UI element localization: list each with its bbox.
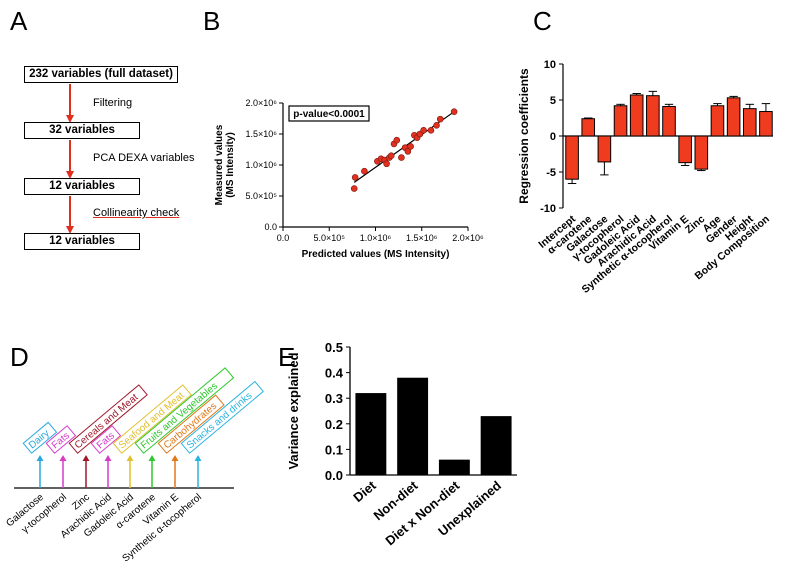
variance-bar — [480, 416, 512, 475]
food-arrowhead — [59, 455, 67, 461]
panel-letter-a: A — [10, 6, 28, 36]
food-arrowhead — [36, 455, 44, 461]
food-label-box — [22, 421, 58, 454]
flow-box-final: 12 variables — [24, 233, 140, 250]
scatter-point — [450, 108, 458, 115]
flow-box-filtered: 32 variables — [24, 122, 140, 139]
flow-step-filtering: Filtering — [93, 97, 133, 109]
scatter-x-tick-label: 0.0 — [277, 233, 290, 243]
panel-letter-b: B — [203, 6, 221, 36]
food-arrowhead — [194, 455, 202, 461]
scatter-point — [383, 160, 390, 168]
food-label-box — [68, 384, 148, 454]
variance-y-tick-label: 0.4 — [325, 366, 344, 381]
food-label-box — [157, 394, 225, 454]
coef-bar — [565, 135, 579, 180]
food-label-box — [134, 367, 235, 454]
food-label-box — [45, 425, 77, 454]
scatter-y-tick-label: 0.0 — [264, 222, 277, 232]
coef-y-tick-label: -10 — [540, 203, 556, 215]
scatter-x-tick-label: 1.5×10⁶ — [406, 233, 438, 243]
coef-bar — [629, 94, 644, 137]
coef-y-tick-label: 5 — [550, 95, 556, 107]
variance-y-tick-label: 0.0 — [325, 468, 343, 483]
variance-y-tick-label: 0.1 — [325, 442, 343, 457]
coef-bar — [694, 135, 709, 170]
scatter-point — [433, 122, 440, 129]
flow-box-pca: 12 variables — [24, 178, 140, 195]
coef-bar — [662, 105, 676, 137]
scatter-y-label: (MS Intensity) — [225, 132, 236, 198]
flow-box-full-dataset: 232 variables (full dataset) — [24, 66, 178, 83]
scatter-point — [404, 148, 412, 155]
food-label-box — [90, 425, 122, 454]
variance-bar — [438, 459, 470, 475]
coef-bar — [742, 108, 757, 137]
coef-bar — [710, 105, 725, 137]
scatter-point — [393, 136, 401, 144]
variance-y-tick-label: 0.3 — [325, 391, 343, 406]
scatter-point — [427, 126, 435, 134]
coef-bar — [581, 118, 596, 137]
flow-step-pca: PCA DEXA variables — [93, 152, 195, 164]
pvalue-box — [288, 105, 370, 122]
coef-bar — [613, 105, 628, 137]
variance-y-label: Variance explained — [286, 352, 301, 469]
scatter-point — [420, 126, 427, 134]
food-arrowhead — [148, 455, 156, 461]
scatter-point — [398, 154, 405, 161]
food-arrowhead — [82, 455, 90, 461]
scatter-y-tick-label: 1.5×10⁶ — [246, 129, 278, 139]
food-category: Dairy — [22, 421, 58, 454]
scatter-point — [351, 174, 359, 181]
scatter-point — [387, 152, 395, 159]
variance-y-tick-label: 0.2 — [325, 417, 343, 432]
scatter-chart: 0.0 5.0×10⁵ 1.0×10⁶ 1.5×10⁶ 2.0×10⁶ 0.0 5.0×10… — [214, 98, 484, 260]
scatter-x-tick-label: 1.0×10⁶ — [360, 233, 392, 243]
variance-y-tick-label: 0.5 — [325, 340, 343, 355]
variance-category-label: Diet — [350, 477, 379, 505]
coef-y-tick-label: 0 — [550, 131, 556, 143]
coef-y-label: Regression coefficients — [517, 68, 531, 204]
scatter-point — [350, 185, 358, 192]
scatter-point — [361, 167, 368, 175]
coef-bar — [759, 111, 773, 137]
panel-letter-d: D — [10, 342, 29, 372]
flow-step-collinearity: Collinearity check — [93, 207, 180, 219]
variance-bar — [397, 377, 429, 475]
panel-letter-c: C — [533, 6, 552, 36]
food-arrowhead — [126, 455, 134, 461]
coef-bar — [597, 135, 612, 163]
variance-category-label: Diet x Non-diet — [382, 477, 462, 548]
coef-y-tick-label: 10 — [544, 59, 556, 71]
coef-bar — [646, 95, 660, 137]
scatter-x-tick-label: 2.0×10⁶ — [452, 233, 484, 243]
food-arrowhead — [171, 455, 179, 461]
food-arrowhead — [104, 455, 112, 461]
variance-bar — [355, 393, 387, 475]
food-label-box — [180, 380, 264, 454]
scatter-y-label: Measured values — [214, 124, 225, 205]
coef-y-tick-label: -5 — [546, 167, 556, 179]
scatter-point — [436, 115, 444, 123]
pvalue-annotation: p-value<0.0001 — [293, 109, 365, 120]
scatter-x-label: Predicted values (MS Intensity) — [302, 249, 450, 260]
scatter-x-tick-label: 5.0×10⁵ — [313, 233, 345, 243]
food-label-box — [112, 384, 192, 454]
coef-bar — [678, 135, 692, 164]
scatter-y-tick-label: 2.0×10⁶ — [246, 98, 278, 108]
scatter-point — [407, 143, 414, 150]
variance-bar-chart: 0.0 0.1 0.2 0.3 0.4 0.5 Variance explained Diet… — [286, 340, 517, 548]
coef-bar — [726, 97, 741, 137]
food-category: Fats — [45, 425, 77, 454]
scatter-y-tick-label: 5.0×10⁵ — [245, 191, 277, 201]
scatter-y-tick-label: 1.0×10⁶ — [246, 160, 278, 170]
panel-letter-e: E — [278, 342, 296, 372]
